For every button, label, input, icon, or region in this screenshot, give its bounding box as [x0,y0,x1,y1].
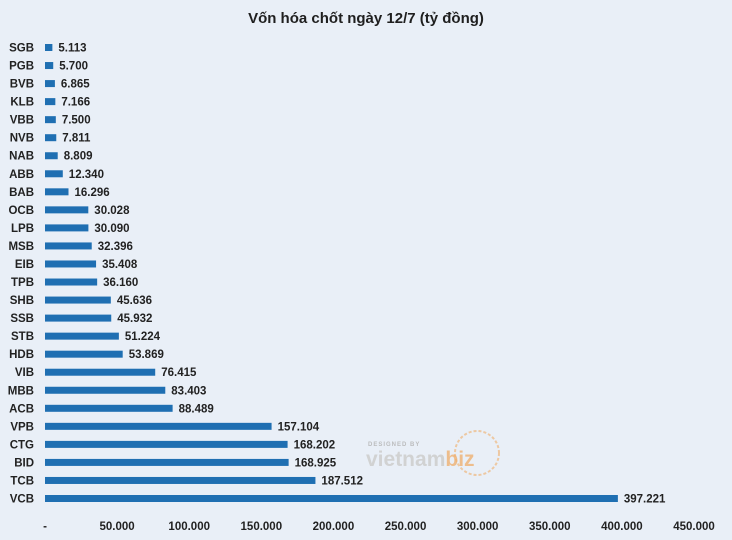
category-label: VIB [15,367,34,379]
x-axis-ticks: - 50.000 100.000 150.000 200.000 250.000 300.0… [43,521,715,533]
bar [45,170,63,178]
x-tick-label: 250.000 [385,521,427,533]
bar [45,458,289,466]
category-label: TCB [10,475,34,487]
value-label: 30.028 [94,205,130,217]
category-label: NAB [9,151,34,163]
bar [45,224,89,232]
watermark-small-text: DESIGNED BY [368,442,420,448]
category-label: LPB [11,223,34,235]
value-label: 5.113 [58,43,86,55]
value-label: 5.700 [59,61,88,73]
value-label: 8.809 [64,151,93,163]
x-tick-label: - [43,521,47,533]
category-label: EIB [15,259,34,271]
category-label: MSB [8,241,34,253]
bar [45,98,56,106]
x-tick-label: 50.000 [100,521,135,533]
bar [45,80,55,88]
value-label: 187.512 [321,475,363,487]
x-tick-label: 150.000 [241,521,283,533]
category-label: ACB [9,403,34,415]
bar [45,188,69,196]
bar [45,422,272,430]
category-label: BAB [9,187,34,199]
value-label: 45.932 [117,313,152,325]
category-label: CTG [10,439,34,451]
bar [45,350,123,358]
category-label: HDB [9,349,34,361]
x-tick-label: 300.000 [457,521,499,533]
x-tick-label: 200.000 [313,521,355,533]
category-label: TPB [11,277,34,289]
bar [45,242,92,250]
value-label: 7.500 [62,115,91,127]
x-tick-label: 100.000 [168,521,210,533]
category-label: OCB [8,205,34,217]
bar [45,134,57,142]
x-tick-label: 400.000 [601,521,643,533]
category-label: SHB [10,295,34,307]
category-label: KLB [10,97,34,109]
value-label: 7.166 [61,97,90,109]
value-label: 76.415 [161,367,197,379]
x-tick-label: 350.000 [529,521,571,533]
watermark-ring [454,430,500,476]
value-label: 7.811 [62,133,91,145]
bar [45,332,119,340]
category-label: VBB [10,115,34,127]
category-label: VPB [10,421,34,433]
bar [45,260,97,268]
x-tick-label: 450.000 [673,521,715,533]
watermark-brand-text: vietnambiz [366,448,475,471]
value-label: 88.489 [179,403,214,415]
bar [45,476,316,484]
bars-group: SGB 5.113 PGB 5.700 BVB 6.865 KLB 7.166 VBB 7.500… [8,43,666,506]
category-label: BVB [10,79,34,91]
bar [45,368,156,376]
category-label: BID [14,457,34,469]
category-label: ABB [9,169,34,181]
category-label: NVB [10,133,34,145]
value-label: 83.403 [171,385,206,397]
value-label: 32.396 [98,241,133,253]
category-label: SGB [9,43,34,55]
category-label: MBB [8,385,34,397]
bar [45,404,173,412]
bar [45,278,98,286]
value-label: 168.202 [294,439,336,451]
value-label: 157.104 [278,421,320,433]
bar [45,44,53,51]
bar [45,206,89,214]
value-label: 30.090 [94,223,129,235]
bar [45,495,618,502]
bar [45,386,166,394]
category-label: SSB [10,313,34,325]
category-label: VCB [10,494,34,506]
bar [45,440,288,448]
value-label: 12.340 [69,169,104,181]
value-label: 168.925 [295,457,337,469]
value-label: 397.221 [624,494,666,506]
category-label: STB [11,331,34,343]
value-label: 45.636 [117,295,152,307]
value-label: 53.869 [129,349,164,361]
value-label: 35.408 [102,259,138,271]
value-label: 51.224 [125,331,161,343]
value-label: 16.296 [75,187,110,199]
value-label: 36.160 [103,277,138,289]
bar [45,296,111,304]
bar [45,116,56,124]
bar [45,62,54,70]
value-label: 6.865 [61,79,90,91]
chart-title: Vốn hóa chốt ngày 12/7 (tỷ đồng) [248,10,484,27]
bar [45,314,112,322]
bar [45,152,58,160]
category-label: PGB [9,61,34,73]
